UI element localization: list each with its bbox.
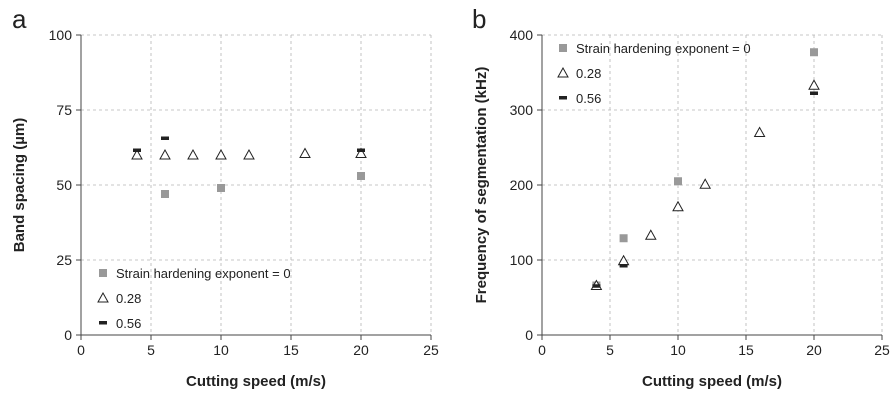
data-point (357, 148, 365, 152)
x-tick-label: 0 (538, 342, 546, 358)
y-axis-label: Frequency of segmentation (kHz) (473, 67, 490, 304)
x-axis-label: Cutting speed (m/s) (642, 373, 782, 390)
data-point (243, 148, 255, 160)
y-tick-label: 25 (56, 252, 72, 268)
y-tick-label: 0 (525, 327, 533, 343)
data-point (644, 229, 657, 240)
series-1 (131, 147, 367, 160)
x-tick-label: 10 (213, 342, 229, 358)
legend: Strain hardening exponent = 0 0.28 0.56 (557, 41, 751, 106)
x-axis-label: Cutting speed (m/s) (186, 373, 326, 390)
data-point (215, 148, 227, 160)
panel-label: b (472, 4, 486, 34)
data-point (619, 234, 628, 243)
x-tick-label: 10 (670, 342, 686, 358)
series-0 (592, 48, 818, 290)
y-tick-label: 50 (56, 177, 72, 193)
y-tick-label: 300 (510, 102, 534, 118)
legend-marker (99, 269, 107, 277)
data-point (810, 48, 818, 57)
legend-marker (559, 96, 567, 100)
legend-label: 0.56 (116, 316, 141, 331)
y-tick-label: 400 (510, 27, 534, 43)
data-point (699, 178, 712, 189)
y-tick-label: 100 (49, 27, 73, 43)
data-point (810, 91, 818, 95)
data-point (674, 177, 682, 186)
data-point (159, 148, 171, 160)
series-2 (133, 136, 365, 152)
x-tick-label: 25 (874, 342, 890, 358)
legend-marker (97, 291, 109, 303)
series-0 (161, 172, 365, 198)
data-point (355, 147, 367, 158)
x-tick-label: 25 (423, 342, 439, 358)
series-2 (592, 91, 818, 288)
y-tick-label: 200 (510, 177, 534, 193)
y-tick-label: 100 (510, 252, 534, 268)
chart-panel-b: 0 5 10 15 20 25 0 100 200 300 400 Cutting speed (m/… (472, 4, 890, 390)
legend-label: 0.56 (576, 91, 601, 106)
chart-panel-a: 0 5 10 15 20 25 0 25 50 75 100 Cutting speed (m/s) B… (11, 4, 439, 390)
data-point (299, 147, 311, 158)
y-tick-label: 0 (64, 327, 72, 343)
y-tick-label: 75 (56, 102, 72, 118)
legend-marker (559, 44, 567, 52)
data-point (161, 190, 169, 198)
x-tick-label: 20 (353, 342, 369, 358)
data-point (672, 200, 684, 212)
data-point (592, 284, 601, 288)
data-point (131, 148, 143, 160)
x-tick-label: 20 (806, 342, 822, 358)
data-point (217, 184, 225, 192)
legend-label: Strain hardening exponent = 0 (116, 266, 291, 281)
y-axis-label: Band spacing (µm) (11, 118, 28, 253)
x-tick-label: 0 (77, 342, 85, 358)
legend: Strain hardening exponent = 0 0.28 0.56 (97, 266, 291, 331)
x-tick-label: 5 (606, 342, 614, 358)
legend-marker (99, 321, 107, 325)
data-point (133, 148, 141, 152)
data-point (619, 264, 628, 268)
data-point (357, 172, 365, 180)
data-point (187, 148, 199, 160)
x-tick-label: 15 (283, 342, 299, 358)
legend-marker (557, 66, 569, 78)
data-point (753, 126, 766, 137)
x-tick-label: 5 (147, 342, 155, 358)
x-tick-label: 15 (738, 342, 754, 358)
data-point (808, 79, 820, 90)
legend-label: 0.28 (116, 291, 141, 306)
data-point (161, 136, 169, 140)
panel-label: a (12, 4, 27, 34)
legend-label: 0.28 (576, 66, 601, 81)
legend-label: Strain hardening exponent = 0 (576, 41, 751, 56)
